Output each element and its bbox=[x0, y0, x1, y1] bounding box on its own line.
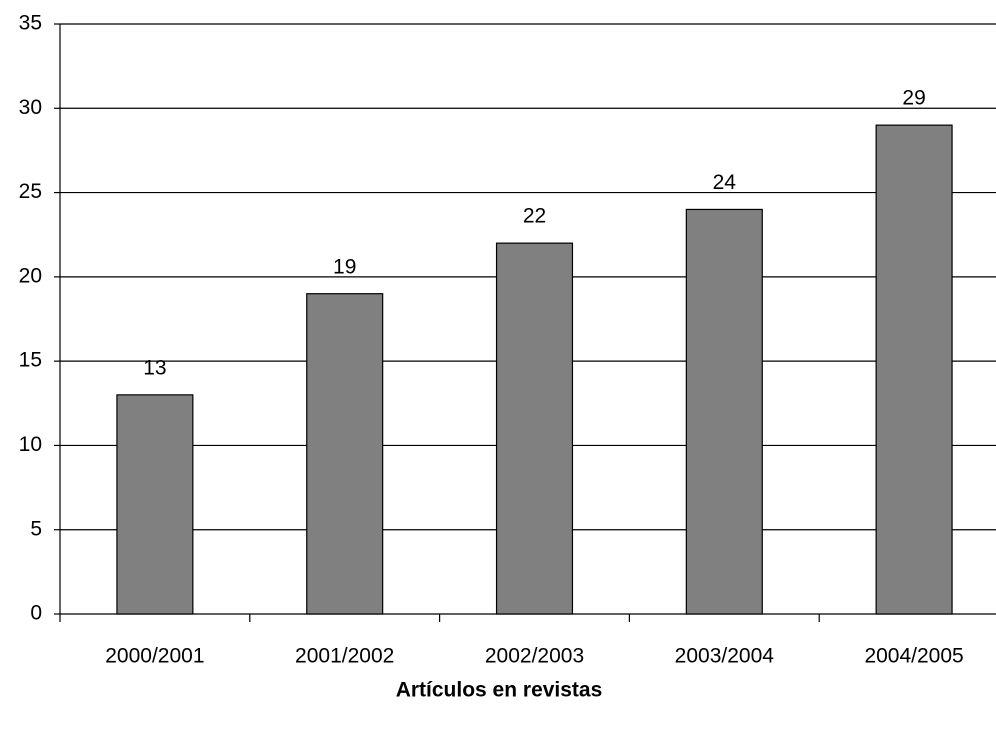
x-tick-label: 2004/2005 bbox=[864, 645, 963, 668]
bar bbox=[116, 394, 194, 615]
y-tick-label: 35 bbox=[19, 12, 42, 35]
y-tick-label: 25 bbox=[19, 180, 42, 203]
data-label: 13 bbox=[143, 356, 166, 379]
x-tick-label: 2002/2003 bbox=[485, 645, 584, 668]
y-tick-label: 0 bbox=[30, 602, 42, 625]
data-label: 22 bbox=[523, 205, 546, 228]
x-tick-label: 2000/2001 bbox=[105, 645, 204, 668]
data-label: 29 bbox=[902, 87, 925, 110]
y-tick-label: 30 bbox=[19, 96, 42, 119]
bar bbox=[306, 293, 384, 615]
x-tick-label: 2003/2004 bbox=[675, 645, 775, 668]
y-tick-label: 5 bbox=[30, 517, 42, 540]
x-axis-label: Artículos en revistas bbox=[396, 679, 603, 702]
bar bbox=[495, 242, 574, 615]
bar bbox=[685, 208, 763, 615]
y-tick-label: 15 bbox=[19, 349, 42, 372]
x-tick-label: 2001/2002 bbox=[295, 645, 394, 668]
y-tick-label: 10 bbox=[19, 433, 42, 456]
bar bbox=[875, 124, 953, 615]
data-label: 24 bbox=[713, 171, 737, 194]
data-label: 19 bbox=[333, 255, 356, 278]
y-tick-label: 20 bbox=[19, 264, 42, 287]
